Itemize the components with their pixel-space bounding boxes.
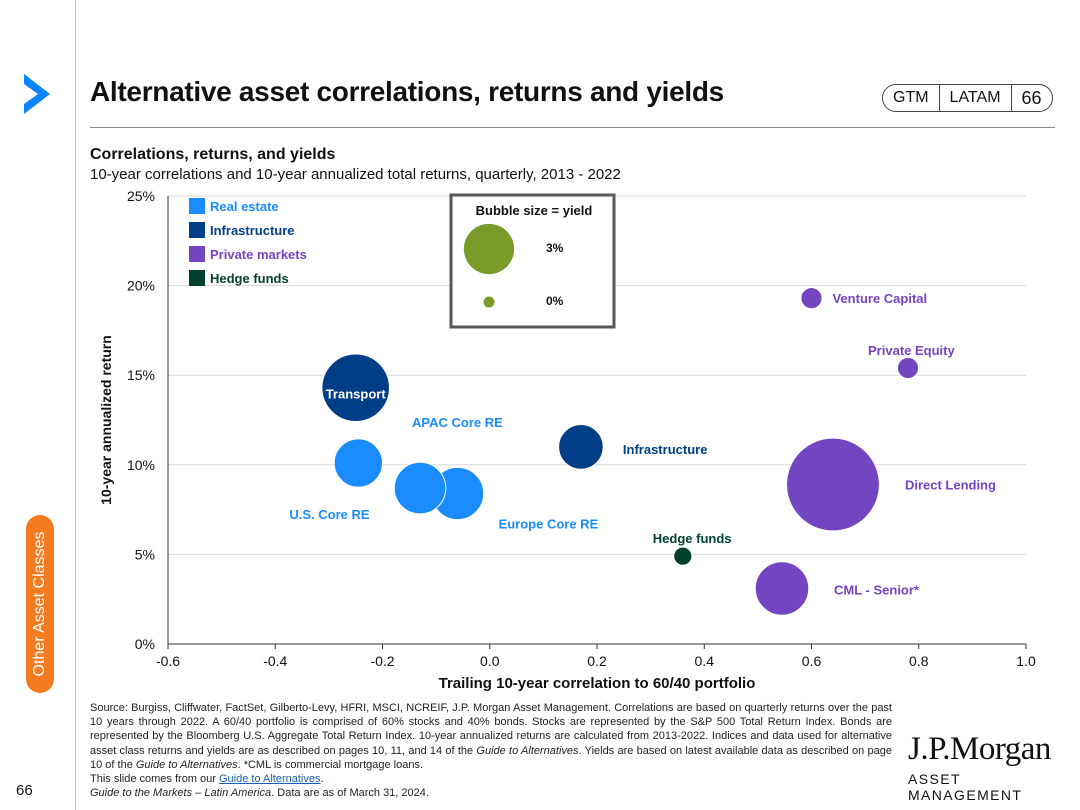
x-tick-label: -0.6 (156, 653, 180, 669)
source-italic-1: Guide to Alternatives (476, 744, 579, 757)
legend-swatch (189, 222, 205, 238)
slide-from-text: This slide comes from our (90, 773, 219, 786)
bubble-key-label: 3% (546, 241, 564, 255)
bubble-key-title: Bubble size = yield (476, 203, 593, 218)
chevron-right-icon (24, 74, 50, 114)
jpmorgan-logo: J.P.Morgan ASSET MANAGEMENT (908, 731, 1058, 803)
bubble-transport (321, 353, 390, 423)
badge-page-number: 66 (1010, 85, 1052, 111)
bubble-hedge-funds (673, 546, 693, 566)
y-axis-title: 10-year annualized return (98, 335, 114, 505)
data-label: Infrastructure (623, 442, 708, 457)
x-tick-label: 0.4 (695, 653, 715, 669)
title-divider (90, 127, 1055, 128)
x-tick-label: 0.0 (480, 653, 500, 669)
bubble-infrastructure (558, 424, 604, 470)
brand-subtitle: ASSET MANAGEMENT (908, 771, 1023, 803)
brand-name: J.P.Morgan (908, 731, 1051, 767)
legend-label: Real estate (210, 199, 279, 214)
x-tick-label: 1.0 (1016, 653, 1036, 669)
gtm-italic: Guide to the Markets – Latin America (90, 787, 272, 800)
guide-link[interactable]: Guide to Alternatives (218, 773, 321, 786)
y-tick-label: 5% (135, 546, 155, 562)
chart-subtitle: 10-year correlations and 10-year annuali… (90, 166, 621, 183)
data-label: Venture Capital (833, 291, 928, 306)
x-axis-title: Trailing 10-year correlation to 60/40 po… (439, 675, 756, 692)
legend-swatch (189, 198, 205, 214)
bubble-size-key: Bubble size = yield 3% 0% (449, 193, 616, 329)
data-label: CML - Senior* (834, 582, 920, 597)
y-tick-label: 20% (127, 278, 155, 294)
source-text-1: Source: Burgiss, Cliffwater, FactSet, Gi… (90, 702, 892, 757)
page-title: Alternative asset correlations, returns … (90, 76, 724, 107)
bubble-cml-senior (754, 561, 810, 616)
left-divider (75, 0, 76, 810)
section-tab[interactable] (26, 515, 54, 693)
legend-label: Private markets (210, 247, 307, 262)
y-tick-label: 15% (127, 367, 155, 383)
data-label: Private Equity (868, 343, 955, 358)
legend-label: Infrastructure (210, 223, 295, 238)
bubble-key-circle (463, 223, 515, 275)
bubble-chart: 0% 5% 10% 15% 20% 25% -0.6 -0.4 -0.2 0.0 0.2 0.4 0.6… (98, 188, 1036, 692)
link-after: . (320, 773, 324, 786)
x-tick-label: 0.8 (909, 653, 929, 669)
bubble-key-label: 0% (546, 294, 564, 308)
bubble-private-equity (896, 356, 920, 380)
legend-swatch (189, 246, 205, 262)
data-label: U.S. Core RE (289, 507, 370, 522)
region-label: LATAM (938, 85, 1011, 111)
data-labels: Transport Infrastructure APAC Core RE U.S. … (289, 291, 996, 597)
x-tick-label: -0.4 (263, 653, 287, 669)
axes: 0% 5% 10% 15% 20% 25% -0.6 -0.4 -0.2 0.0 0.2 0.4 0.6… (98, 188, 1036, 692)
data-label: APAC Core RE (412, 415, 503, 430)
bubble-apac-core-re (393, 461, 447, 515)
data-label: Direct Lending (905, 478, 996, 493)
legend-swatch (189, 270, 205, 286)
x-tick-label: -0.2 (370, 653, 394, 669)
source-text-2: . Yields are based on latest available d… (90, 744, 893, 771)
as-of-text: . Data are as of March 31, 2024. (271, 787, 429, 800)
bubble-direct-lending (786, 437, 880, 532)
data-label: Europe Core RE (499, 516, 599, 531)
source-italic-2: Guide to Alternatives (135, 758, 238, 771)
x-tick-label: 0.6 (802, 653, 822, 669)
gtm-badge: GTM LATAM 66 (882, 84, 1053, 112)
x-tick-label: 0.2 (587, 653, 607, 669)
source-note: Source: Burgiss, Cliffwater, FactSet, Gi… (90, 701, 892, 800)
y-tick-label: 25% (127, 188, 155, 204)
page-number: 66 (16, 782, 33, 799)
data-label: Hedge funds (653, 531, 732, 546)
y-tick-label: 10% (127, 457, 155, 473)
bubble-key-circle (483, 296, 495, 308)
gtm-label: GTM (893, 89, 929, 106)
legend-label: Hedge funds (210, 271, 289, 286)
bubble-venture-capital (800, 287, 823, 310)
source-text-3: . *CML is commercial mortgage loans. (237, 758, 424, 771)
data-label: Transport (326, 387, 387, 402)
chart-title: Correlations, returns, and yields (90, 146, 336, 163)
bubbles (321, 287, 920, 616)
y-tick-label: 0% (135, 636, 155, 652)
legend: Real estate Infrastructure Private markets… (189, 198, 307, 286)
bubble-u-s-core-re (333, 438, 384, 488)
